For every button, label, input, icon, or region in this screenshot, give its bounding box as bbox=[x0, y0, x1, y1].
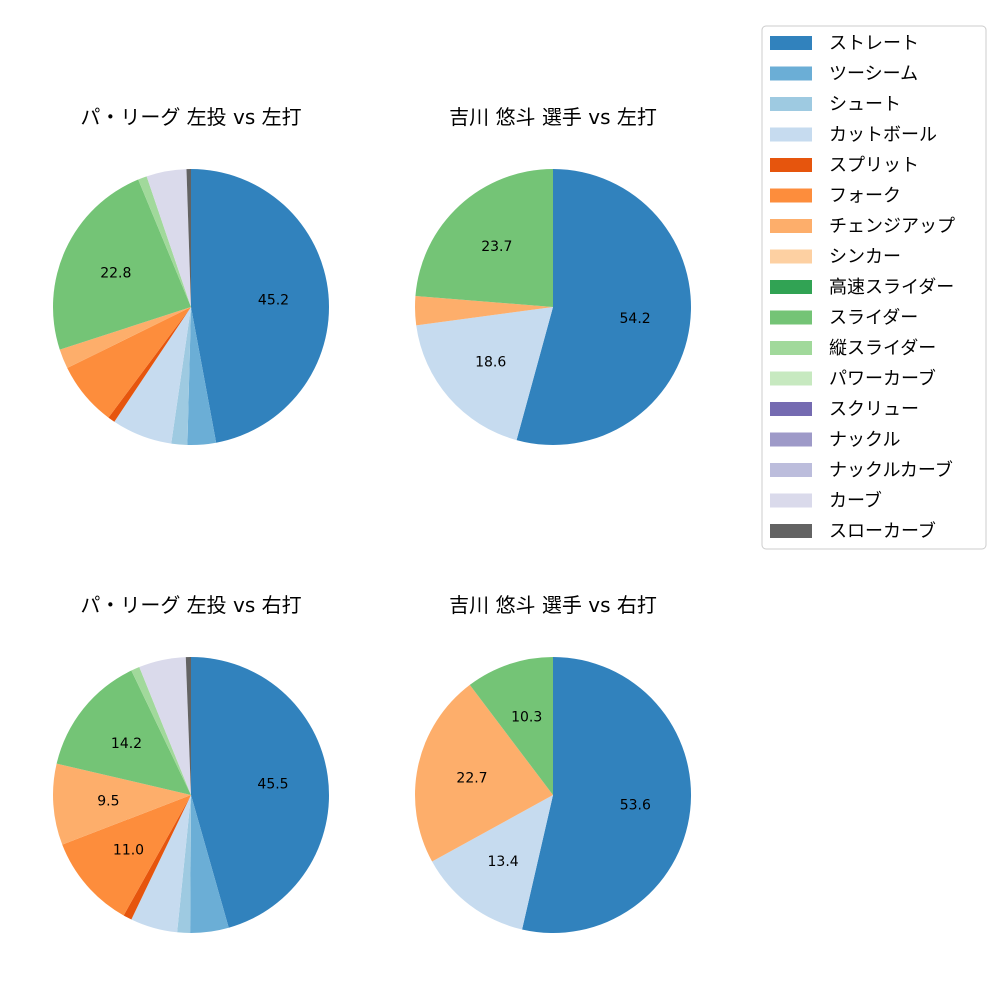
pie-slice-カーブ bbox=[146, 169, 191, 307]
legend-swatch bbox=[770, 66, 812, 81]
legend-swatch bbox=[770, 249, 812, 264]
pie-labels: 53.6 13.4 22.7 10.3 bbox=[456, 710, 651, 871]
pie-labels: 45.2 22.8 bbox=[100, 265, 289, 308]
legend-label: カットボール bbox=[829, 125, 937, 146]
legend-label: 縦スライダー bbox=[829, 338, 936, 359]
pie-slice-スライダー bbox=[415, 169, 553, 307]
pie-slice-ツーシーム bbox=[190, 795, 229, 934]
legend: ストレートツーシームシュートカットボールスプリットフォークチェンジアップシンカー… bbox=[761, 25, 987, 550]
pie-slice-カットボール bbox=[432, 795, 553, 930]
legend-label: スクリュー bbox=[829, 399, 919, 420]
legend-label: スライダー bbox=[829, 308, 918, 329]
pie-slice-縦スライダー bbox=[138, 176, 191, 307]
legend-swatch bbox=[770, 524, 812, 538]
legend-swatch bbox=[770, 280, 812, 294]
pie-labels: 45.5 11.0 9.5 14.2 bbox=[97, 736, 288, 858]
legend-swatch bbox=[770, 219, 812, 233]
pie-slice-チェンジアップ bbox=[53, 763, 191, 845]
pie-chart-left-vs-left-league: パ・リーグ 左投 vs 左打 45.2 22.8 bbox=[52, 105, 330, 445]
chart-title: 吉川 悠斗 選手 vs 左打 bbox=[449, 105, 657, 129]
legend-swatch bbox=[770, 432, 812, 447]
legend-label: スプリット bbox=[829, 155, 919, 176]
pie-slice-スライダー bbox=[469, 657, 553, 795]
pie-chart-yoshikawa-vs-right: 吉川 悠斗 選手 vs 右打 53.6 13.4 22.7 10.3 bbox=[415, 593, 692, 933]
pie-data-label: 23.7 bbox=[481, 239, 512, 255]
pie-data-label: 9.5 bbox=[97, 794, 119, 810]
legend-swatch bbox=[770, 341, 812, 355]
pie-slice-チェンジアップ bbox=[415, 684, 553, 862]
legend-swatch bbox=[770, 97, 812, 111]
pie-slice-ストレート bbox=[522, 657, 692, 933]
pie-slice-スプリット bbox=[123, 795, 191, 920]
pie-slice-スローカーブ bbox=[185, 657, 191, 795]
legend-label: パワーカーブ bbox=[829, 368, 936, 390]
pie-data-label: 45.5 bbox=[257, 777, 288, 793]
legend-swatch bbox=[770, 127, 812, 142]
pie-slice-フォーク bbox=[62, 795, 191, 916]
legend-label: スローカーブ bbox=[829, 520, 936, 542]
pie-slices bbox=[415, 657, 692, 933]
pie-chart-yoshikawa-vs-left: 吉川 悠斗 選手 vs 左打 54.2 18.6 23.7 bbox=[414, 105, 691, 446]
pie-slices bbox=[53, 657, 330, 934]
pie-data-label: 14.2 bbox=[111, 736, 142, 752]
legend-frame bbox=[761, 25, 987, 550]
pie-slice-縦スライダー bbox=[131, 667, 191, 795]
pie-slice-チェンジアップ bbox=[414, 295, 553, 326]
legend-label: ナックル bbox=[829, 430, 900, 451]
chart-title: パ・リーグ 左投 vs 右打 bbox=[80, 593, 301, 617]
legend-swatch bbox=[770, 371, 812, 386]
pie-slice-ストレート bbox=[516, 169, 691, 446]
pie-slice-スプリット bbox=[108, 307, 191, 422]
pie-slices bbox=[52, 168, 330, 445]
pie-data-label: 11.0 bbox=[113, 842, 144, 858]
legend-swatch bbox=[770, 36, 812, 50]
pie-slice-カットボール bbox=[131, 795, 191, 933]
legend-label: ツーシーム bbox=[829, 64, 918, 85]
legend-label: ナックルカーブ bbox=[829, 459, 953, 481]
pie-slice-スライダー bbox=[56, 670, 191, 795]
pie-slice-ストレート bbox=[191, 657, 330, 928]
pie-slice-カットボール bbox=[114, 307, 191, 444]
pie-slice-スライダー bbox=[52, 179, 192, 350]
legend-label: フォーク bbox=[829, 186, 901, 207]
legend-label: カーブ bbox=[829, 490, 882, 512]
legend-swatch bbox=[770, 463, 812, 477]
pie-data-label: 45.2 bbox=[258, 292, 289, 308]
pie-data-label: 53.6 bbox=[620, 797, 651, 813]
pie-slice-カーブ bbox=[139, 657, 191, 795]
legend-label: チェンジアップ bbox=[829, 216, 955, 237]
pie-data-label: 22.7 bbox=[456, 771, 487, 787]
legend-label: 高速スライダー bbox=[829, 277, 954, 298]
pie-slice-シュート bbox=[171, 307, 191, 445]
pie-slice-フォーク bbox=[67, 307, 191, 418]
chart-title: 吉川 悠斗 選手 vs 右打 bbox=[449, 593, 657, 617]
pie-slice-ツーシーム bbox=[187, 307, 217, 445]
pie-data-label: 54.2 bbox=[620, 311, 651, 327]
legend-swatch bbox=[770, 402, 812, 416]
legend-label: ストレート bbox=[829, 33, 919, 54]
legend-label: シンカー bbox=[829, 247, 901, 268]
pie-slice-チェンジアップ bbox=[59, 307, 191, 369]
pie-slice-カットボール bbox=[416, 307, 553, 441]
pie-slices bbox=[414, 169, 691, 446]
pie-slice-シュート bbox=[177, 795, 191, 933]
legend-swatch bbox=[770, 158, 812, 172]
legend-items: ストレートツーシームシュートカットボールスプリットフォークチェンジアップシンカー… bbox=[770, 33, 955, 542]
legend-swatch bbox=[770, 310, 812, 325]
legend-label: シュート bbox=[829, 94, 901, 115]
legend-swatch bbox=[770, 188, 812, 203]
pie-labels: 54.2 18.6 23.7 bbox=[475, 239, 651, 370]
chart-title: パ・リーグ 左投 vs 左打 bbox=[80, 105, 301, 129]
pie-chart-left-vs-right-league: パ・リーグ 左投 vs 右打 45.5 11.0 9.5 14.2 bbox=[53, 593, 330, 934]
legend-swatch bbox=[770, 493, 812, 508]
pie-slice-スローカーブ bbox=[186, 168, 191, 307]
pie-slice-ストレート bbox=[191, 169, 330, 443]
pie-data-label: 13.4 bbox=[488, 854, 519, 870]
pie-data-label: 18.6 bbox=[475, 355, 506, 371]
pie-data-label: 10.3 bbox=[511, 710, 542, 726]
pie-data-label: 22.8 bbox=[100, 265, 131, 281]
